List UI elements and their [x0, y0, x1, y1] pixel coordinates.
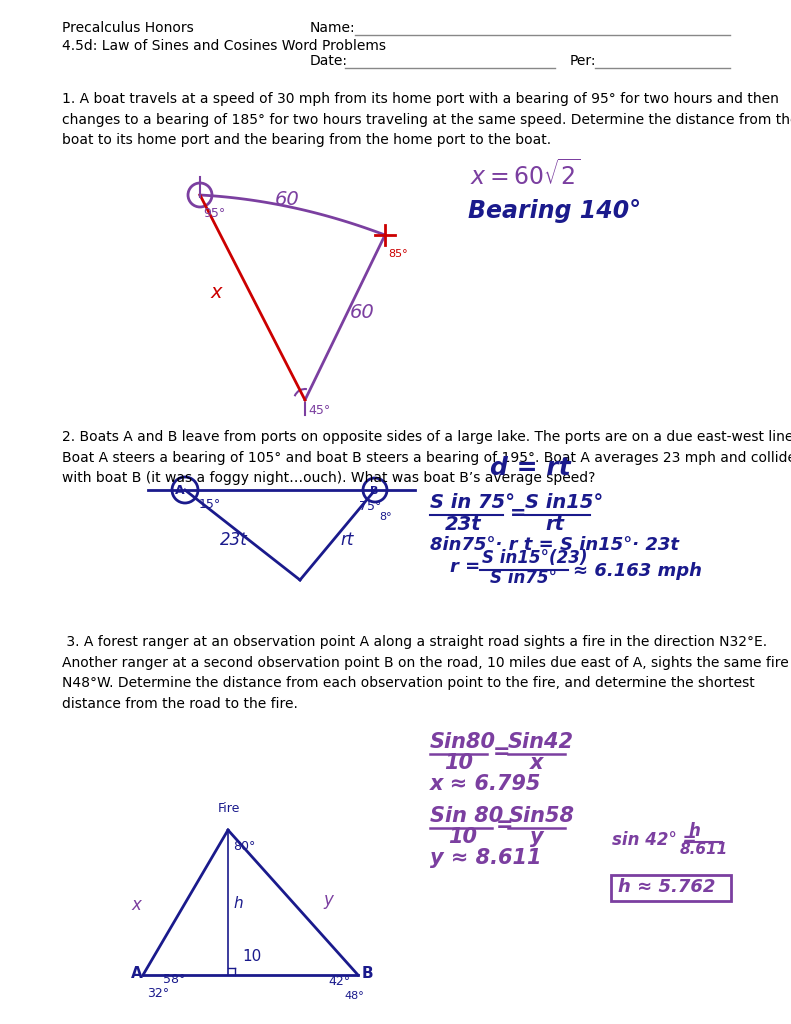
Text: rt: rt [545, 515, 564, 534]
Text: S in15°(23): S in15°(23) [482, 549, 588, 567]
Text: ≈ 6.163 mph: ≈ 6.163 mph [573, 562, 702, 580]
Text: 1. A boat travels at a speed of 30 mph from its home port with a bearing of 95° : 1. A boat travels at a speed of 30 mph f… [62, 92, 791, 147]
FancyBboxPatch shape [611, 874, 731, 901]
Text: 75°: 75° [359, 500, 381, 513]
Text: =: = [493, 742, 510, 762]
Text: Per:: Per: [570, 54, 596, 68]
Text: 45°: 45° [308, 404, 331, 417]
Text: x ≈ 6.795: x ≈ 6.795 [430, 774, 541, 794]
Text: rt: rt [340, 531, 354, 549]
Text: 10: 10 [448, 827, 477, 847]
Text: A: A [175, 484, 185, 498]
Text: x: x [530, 753, 543, 773]
Text: S in 75°: S in 75° [430, 493, 515, 512]
Text: 60: 60 [350, 303, 375, 322]
Text: 23t: 23t [220, 531, 248, 549]
Text: Sin42: Sin42 [508, 732, 574, 752]
Text: 95°: 95° [203, 207, 225, 220]
Text: 80°: 80° [233, 840, 255, 853]
Text: y: y [530, 827, 543, 847]
Text: h: h [233, 896, 243, 911]
Text: Bearing 140°: Bearing 140° [468, 199, 642, 223]
Text: r =: r = [450, 558, 480, 575]
Text: =: = [496, 815, 513, 835]
Text: sin 42° =: sin 42° = [612, 831, 697, 849]
Text: Name:: Name: [310, 22, 356, 35]
Text: Sin58: Sin58 [509, 806, 575, 826]
Text: Fire: Fire [218, 802, 240, 815]
Text: Date:: Date: [310, 54, 348, 68]
Text: 85°: 85° [388, 249, 407, 259]
Text: Sin 80: Sin 80 [430, 806, 503, 826]
Text: 32°: 32° [147, 987, 169, 1000]
Text: B: B [370, 486, 378, 496]
Text: A: A [131, 966, 142, 981]
Text: 3. A forest ranger at an observation point A along a straight road sights a fire: 3. A forest ranger at an observation poi… [62, 635, 791, 711]
Text: x: x [131, 896, 141, 914]
Text: Sin80: Sin80 [430, 732, 496, 752]
Text: 10: 10 [242, 949, 261, 964]
Text: h ≈ 5.762: h ≈ 5.762 [618, 878, 715, 896]
Text: y ≈ 8.611: y ≈ 8.611 [430, 848, 542, 868]
Text: 15°: 15° [199, 498, 221, 511]
Text: Precalculus Honors: Precalculus Honors [62, 22, 194, 35]
Text: =: = [510, 504, 526, 523]
Text: 4.5d: Law of Sines and Cosines Word Problems: 4.5d: Law of Sines and Cosines Word Prob… [62, 39, 386, 53]
Text: x: x [210, 283, 221, 302]
Text: 42°: 42° [328, 975, 350, 988]
Text: 58°: 58° [163, 973, 185, 986]
Text: 2. Boats A and B leave from ports on opposite sides of a large lake. The ports a: 2. Boats A and B leave from ports on opp… [62, 430, 791, 485]
Text: S in75°: S in75° [490, 569, 557, 587]
Text: $x = 60\sqrt{2}$: $x = 60\sqrt{2}$ [470, 160, 581, 190]
Text: 8in75°· r t = S in15°· 23t: 8in75°· r t = S in15°· 23t [430, 536, 679, 554]
Text: d = rt: d = rt [490, 456, 571, 480]
Text: 10: 10 [444, 753, 473, 773]
Text: h: h [688, 822, 700, 840]
Text: 23t: 23t [445, 515, 482, 534]
Text: B: B [362, 966, 373, 981]
Text: S in15°: S in15° [525, 493, 604, 512]
Text: 8°: 8° [379, 512, 392, 522]
Text: 60: 60 [275, 190, 300, 209]
Text: y: y [323, 891, 333, 909]
Text: 8.611: 8.611 [680, 842, 729, 857]
Text: 48°: 48° [344, 991, 364, 1001]
